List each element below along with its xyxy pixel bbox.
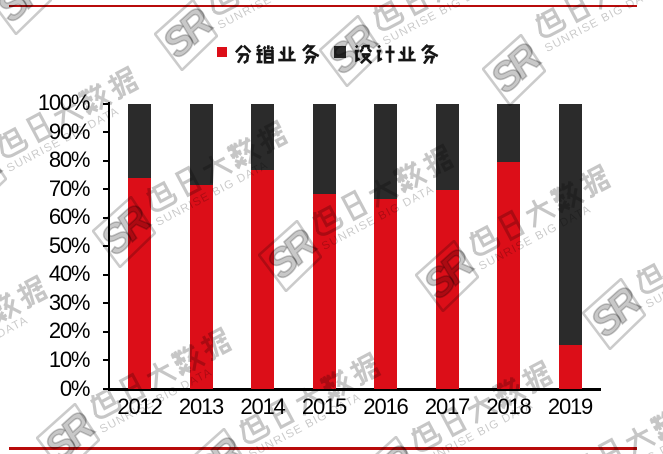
- svg-text:SR: SR: [0, 143, 7, 210]
- svg-text:SR: SR: [258, 221, 322, 288]
- svg-text:SR: SR: [582, 279, 646, 346]
- svg-text:SR: SR: [357, 437, 421, 454]
- svg-text:SR: SR: [482, 35, 546, 102]
- svg-text:SR: SR: [319, 16, 383, 83]
- svg-text:SR: SR: [92, 197, 156, 264]
- svg-text:SR: SR: [415, 241, 479, 308]
